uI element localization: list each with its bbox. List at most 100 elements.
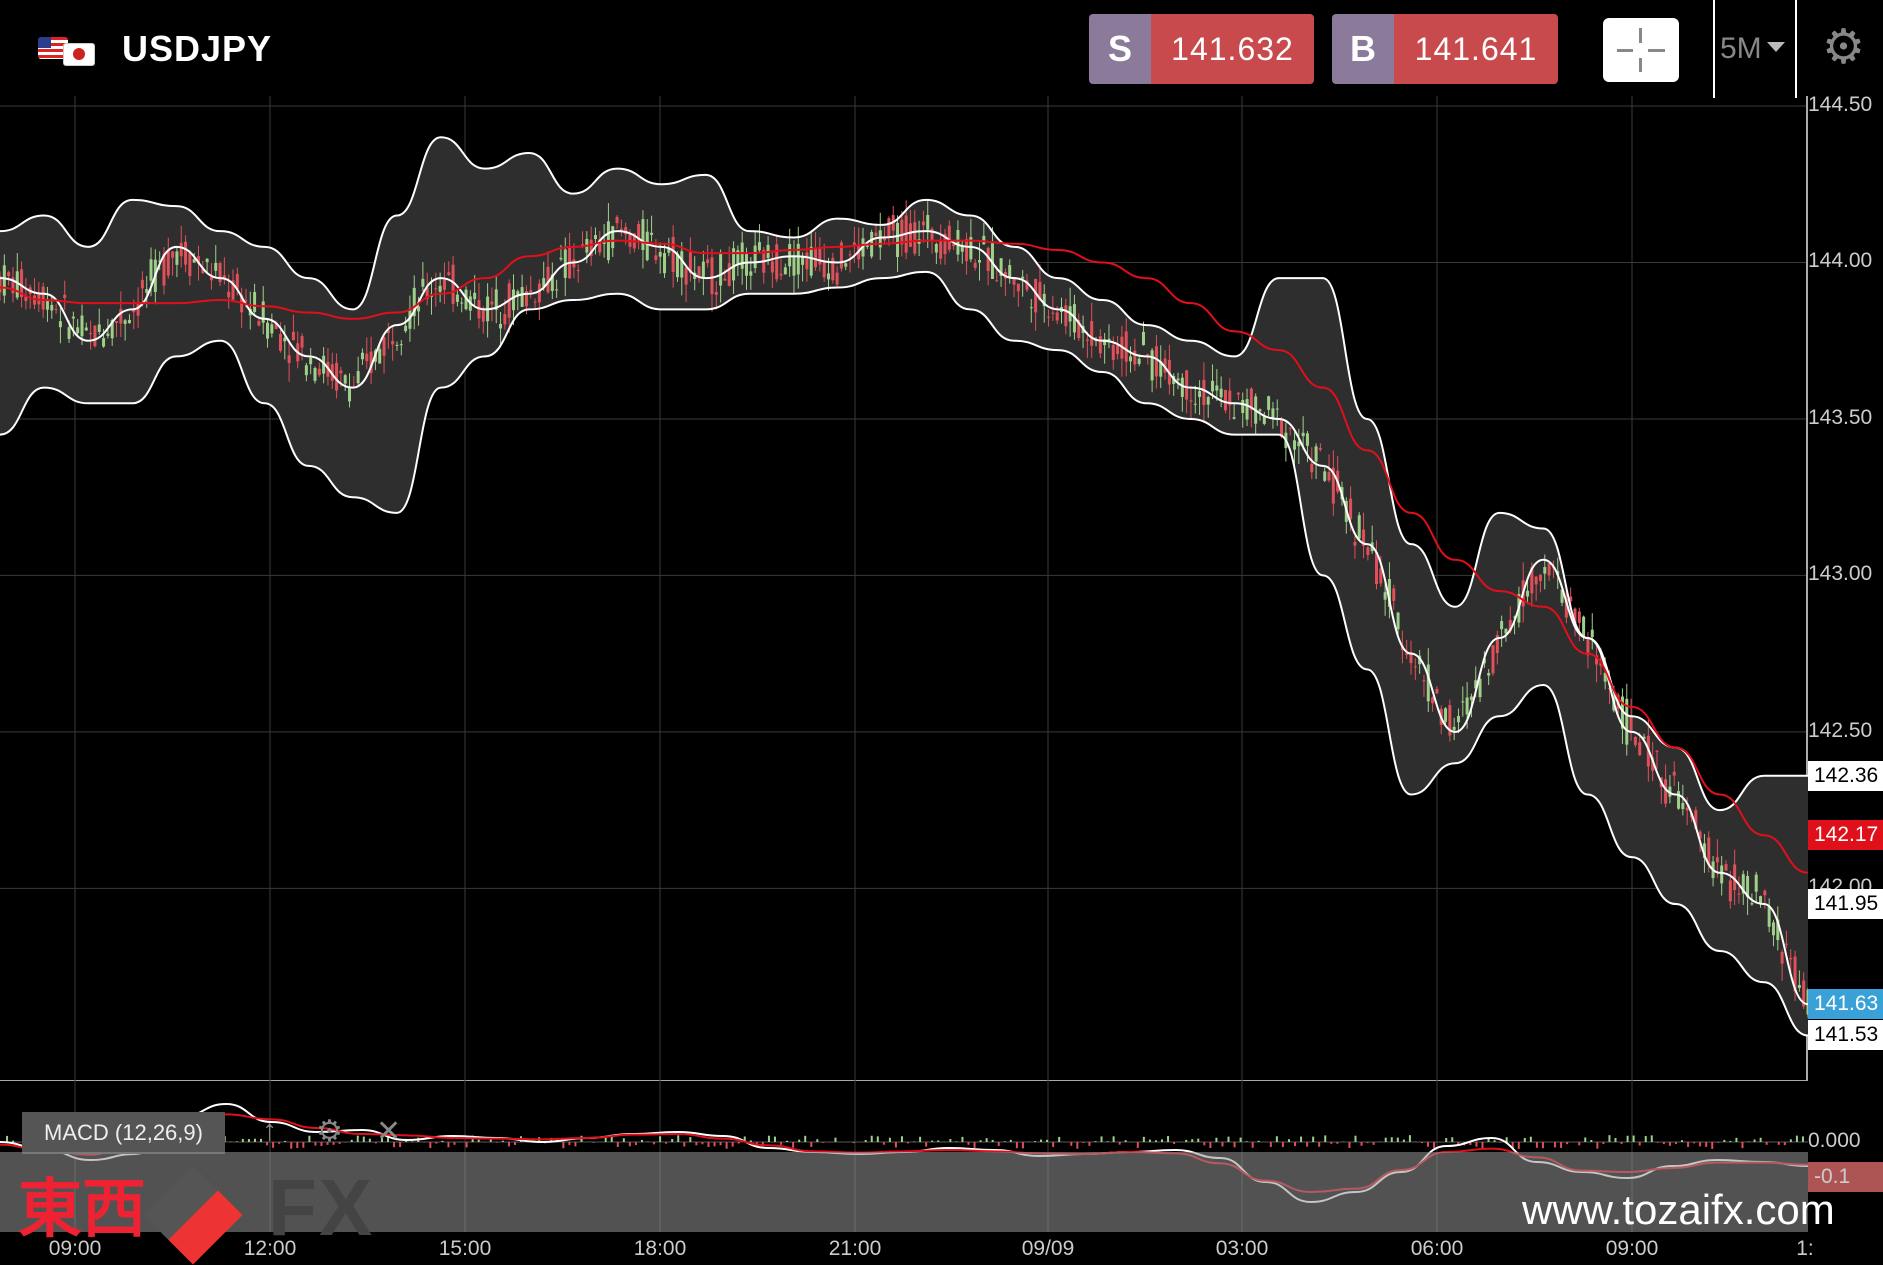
candle-body — [482, 309, 485, 322]
macd-bar — [1754, 1139, 1756, 1142]
macd-bar — [514, 1142, 516, 1145]
macd-bar — [1475, 1142, 1477, 1147]
macd-bar — [1723, 1140, 1725, 1142]
candle-body — [922, 222, 925, 226]
macd-bar — [1016, 1142, 1018, 1148]
macd-bar — [1681, 1140, 1683, 1142]
macd-bar — [1155, 1140, 1157, 1142]
gear-icon[interactable]: ⚙ — [1822, 24, 1865, 72]
candle-body — [1349, 499, 1352, 520]
website-link[interactable]: www.tozaifx.com — [1522, 1186, 1835, 1234]
macd-bar — [302, 1142, 304, 1148]
candle-body — [1457, 716, 1460, 722]
macd-bar — [689, 1137, 691, 1142]
candle-body — [490, 302, 493, 305]
candle-body — [59, 321, 62, 327]
logo-suffix: FX — [268, 1168, 374, 1248]
macd-bar — [1034, 1141, 1036, 1142]
symbol-title[interactable]: USDJPY — [122, 28, 272, 70]
macd-bar — [593, 1142, 595, 1143]
candle-body — [1492, 645, 1495, 673]
candle-body — [1789, 958, 1792, 959]
candle-body — [439, 286, 442, 292]
candle-body — [1258, 409, 1261, 411]
macd-bar — [1385, 1138, 1387, 1142]
buy-button[interactable]: B 141.641 — [1332, 14, 1558, 84]
candle-body — [784, 267, 787, 274]
macd-bar — [466, 1142, 468, 1147]
macd-bar — [1608, 1135, 1610, 1142]
caret-down-icon[interactable] — [1767, 42, 1785, 52]
macd-bar — [1657, 1142, 1659, 1143]
timeframe-selector[interactable]: 5M — [1720, 32, 1762, 66]
candle-body — [853, 242, 856, 244]
macd-bar — [774, 1137, 776, 1142]
macd-bar — [883, 1142, 885, 1145]
macd-bar — [441, 1141, 443, 1142]
macd-bar — [1445, 1138, 1447, 1142]
candle-body — [102, 338, 105, 347]
macd-bar — [1113, 1136, 1115, 1142]
candle-body — [775, 244, 778, 279]
candle-body — [473, 293, 476, 299]
macd-bar — [810, 1142, 812, 1147]
candle-body — [1233, 417, 1236, 419]
macd-bar — [913, 1142, 915, 1143]
macd-bar — [423, 1142, 425, 1143]
candle-body — [1638, 742, 1641, 755]
candle-body — [301, 336, 304, 347]
candle-body — [900, 220, 903, 245]
arrow-up-icon[interactable]: ↑ — [262, 1114, 277, 1148]
candle-body — [965, 239, 968, 261]
candle-body — [758, 242, 761, 250]
macd-bar — [1518, 1142, 1520, 1149]
price-chart[interactable] — [0, 96, 1808, 1080]
macd-bar — [768, 1136, 770, 1142]
macd-bar — [508, 1142, 510, 1146]
candle-body — [836, 273, 839, 285]
sell-button[interactable]: S 141.632 — [1089, 14, 1314, 84]
macd-indicator-label[interactable]: MACD (12,26,9) — [22, 1112, 225, 1154]
macd-bar — [1300, 1137, 1302, 1142]
macd-bar — [1294, 1142, 1296, 1146]
macd-bar — [780, 1142, 782, 1145]
candle-body — [1772, 922, 1775, 935]
candle-body — [1142, 332, 1145, 345]
candle-body — [887, 218, 890, 237]
candle-body — [383, 337, 386, 356]
candle-body — [7, 272, 10, 276]
candle-body — [952, 244, 955, 246]
candle-body — [1056, 312, 1059, 320]
toolbar: USDJPY S 141.632 B 141.641 5M ⚙ — [0, 0, 1883, 96]
crosshair-button[interactable] — [1603, 18, 1679, 82]
candle-body — [844, 263, 847, 266]
candle-body — [1125, 331, 1128, 361]
macd-bar — [1760, 1138, 1762, 1142]
price-tick-label: 144.50 — [1808, 93, 1872, 117]
candle-body — [534, 302, 537, 303]
macd-bar — [1252, 1142, 1254, 1148]
candle-body — [361, 353, 364, 359]
time-tick-label: 21:00 — [829, 1237, 882, 1261]
candle-body — [1543, 567, 1546, 574]
macd-bar — [1167, 1136, 1169, 1142]
macd-bar — [1796, 1136, 1798, 1142]
candle-body — [797, 244, 800, 275]
gear-icon[interactable]: ⚙ — [316, 1114, 343, 1149]
macd-bar — [671, 1139, 673, 1142]
candle-body — [913, 222, 916, 253]
macd-bar — [1602, 1142, 1604, 1144]
macd-bar — [454, 1142, 456, 1145]
close-icon[interactable]: ✕ — [376, 1114, 401, 1149]
candle-body — [909, 223, 912, 246]
candle-body — [1586, 637, 1589, 655]
candle-body — [124, 320, 127, 324]
macd-bar — [1705, 1142, 1707, 1147]
price-marker: 142.17 — [1808, 820, 1883, 850]
macd-bar — [1354, 1136, 1356, 1142]
toolbar-divider — [1713, 0, 1715, 98]
candle-body — [400, 344, 403, 345]
candle-body — [538, 284, 541, 303]
macd-bar — [568, 1142, 570, 1145]
macd-bar — [1361, 1142, 1363, 1146]
